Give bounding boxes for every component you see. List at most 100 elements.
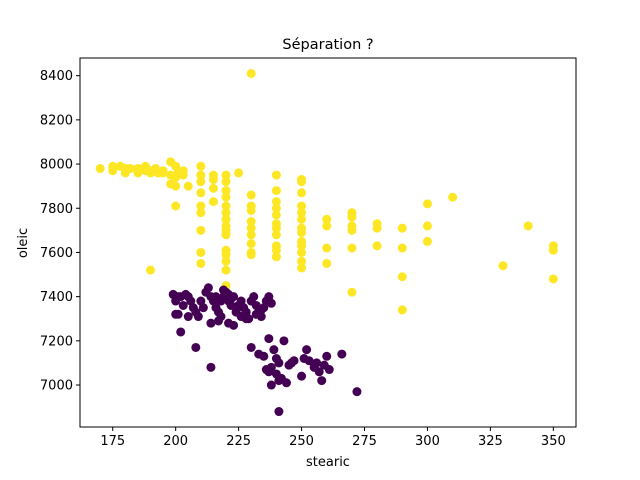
data-point [196, 258, 206, 268]
data-point [246, 230, 256, 240]
data-point [203, 283, 213, 293]
data-point [347, 225, 357, 235]
data-point [226, 300, 236, 310]
data-point [271, 245, 281, 255]
data-point [193, 312, 203, 322]
data-point [324, 365, 334, 375]
data-point [297, 256, 307, 266]
data-point [221, 230, 231, 240]
data-point [183, 312, 193, 322]
data-point [498, 261, 508, 271]
data-point [337, 349, 347, 359]
y-axis-label: oleic [16, 228, 31, 258]
data-point [241, 314, 251, 324]
x-tick-label: 350 [541, 434, 566, 449]
data-point [256, 305, 266, 315]
data-point [208, 183, 218, 193]
data-point [271, 203, 281, 213]
data-point [289, 356, 299, 366]
data-point [297, 201, 307, 211]
y-tick-label: 7800 [40, 202, 73, 217]
data-point [196, 170, 206, 180]
data-point [246, 205, 256, 215]
data-point [125, 163, 135, 173]
data-point [226, 294, 236, 304]
data-point [198, 303, 208, 313]
data-point [279, 336, 289, 346]
x-tick-label: 225 [226, 434, 251, 449]
data-point [249, 292, 259, 302]
data-point [297, 177, 307, 187]
data-point [108, 166, 118, 176]
data-point [271, 186, 281, 196]
data-point [221, 177, 231, 187]
data-point [266, 380, 276, 390]
data-point [347, 212, 357, 222]
data-point [229, 320, 239, 330]
data-point [304, 356, 314, 366]
data-point [196, 177, 206, 187]
data-point [317, 376, 327, 386]
data-point [314, 367, 324, 377]
data-point [271, 252, 281, 262]
data-point [322, 214, 332, 224]
data-point [297, 188, 307, 198]
data-point [196, 161, 206, 171]
data-point [297, 214, 307, 224]
data-point [196, 201, 206, 211]
data-point [281, 378, 291, 388]
data-point [196, 208, 206, 218]
data-point [352, 387, 362, 397]
data-point [297, 241, 307, 251]
x-axis-label: stearic [306, 455, 350, 470]
y-tick-label: 8400 [40, 69, 73, 84]
data-point [274, 407, 284, 417]
data-point [266, 362, 276, 372]
data-point [176, 327, 186, 337]
data-point [322, 351, 332, 361]
plot-area-frame [79, 57, 577, 428]
data-point [221, 201, 231, 211]
data-point [221, 256, 231, 266]
data-point [322, 243, 332, 253]
data-point [297, 247, 307, 257]
data-point [297, 208, 307, 218]
data-point [266, 298, 276, 308]
data-point [264, 334, 274, 344]
x-tick-label: 275 [352, 434, 377, 449]
data-point [234, 168, 244, 178]
data-point [246, 342, 256, 352]
data-point [246, 223, 256, 233]
data-point [422, 199, 432, 209]
y-tick-label: 8000 [40, 158, 73, 173]
data-point [548, 245, 558, 255]
data-point [221, 186, 231, 196]
data-point [246, 239, 256, 249]
data-point [271, 230, 281, 240]
data-point [397, 243, 407, 253]
data-point [397, 272, 407, 282]
data-point [297, 263, 307, 273]
x-tick-label: 300 [415, 434, 440, 449]
data-points [95, 68, 558, 417]
data-point [372, 241, 382, 251]
data-point [271, 223, 281, 233]
data-point [206, 318, 216, 328]
y-tick-label: 7600 [40, 246, 73, 261]
data-point [422, 221, 432, 231]
y-tick-label: 7000 [40, 379, 73, 394]
data-point [178, 170, 188, 180]
data-point [173, 309, 183, 319]
x-axis-ticks: 175 200 225 250 275 300 325 350 [100, 427, 566, 449]
data-point [196, 247, 206, 257]
data-point [548, 274, 558, 284]
data-point [397, 305, 407, 315]
data-point [347, 287, 357, 297]
data-point [271, 170, 281, 180]
data-point [221, 208, 231, 218]
data-point [221, 265, 231, 275]
chart-title: Séparation ? [282, 37, 373, 53]
x-tick-label: 175 [100, 434, 125, 449]
data-point [196, 225, 206, 235]
data-point [302, 345, 312, 355]
